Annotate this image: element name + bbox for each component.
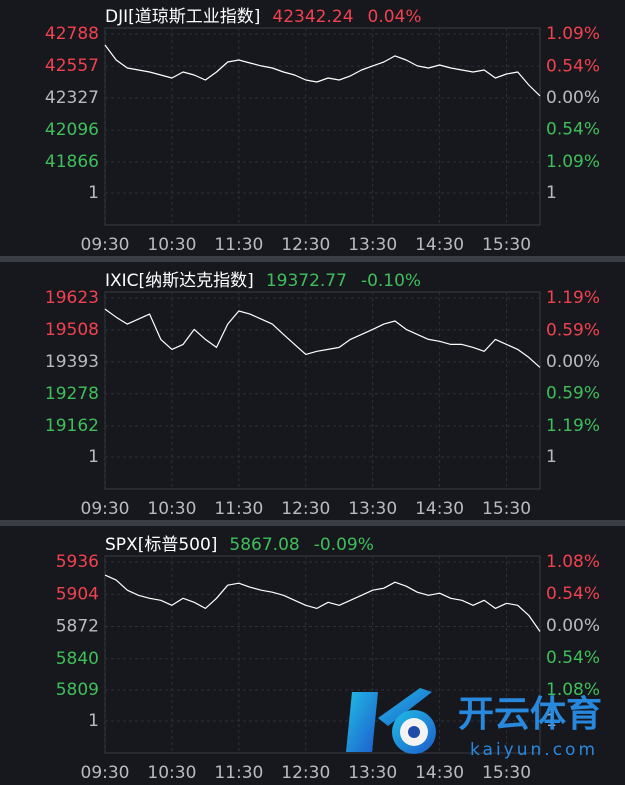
x-tick-label: 11:30 (214, 763, 263, 783)
header-text: 19372.77 (266, 271, 347, 291)
y2-tick-label: 1.08% (546, 680, 600, 700)
x-tick-label: 12:30 (281, 763, 330, 783)
header-text: 0.04% (368, 7, 422, 27)
header-text: 5867.08 (229, 535, 299, 555)
x-tick-label: 09:30 (81, 763, 130, 783)
header-text: -0.09% (314, 535, 374, 555)
y-tick-label: 19162 (45, 416, 99, 436)
panel-header: IXIC[纳斯达克指数] 19372.77 -0.10% (105, 271, 421, 291)
x-tick-label: 15:30 (482, 235, 531, 255)
volume-y2-tick-label: 1 (546, 183, 557, 203)
watermark-title: 开云体育 (458, 694, 602, 735)
y2-tick-label: 0.54% (546, 56, 600, 76)
logo-k (346, 692, 378, 752)
x-tick-label: 13:30 (348, 235, 397, 255)
x-tick-label: 15:30 (482, 763, 531, 783)
y2-tick-label: 0.54% (546, 120, 600, 140)
price-line (104, 574, 541, 632)
x-tick-label: 09:30 (81, 499, 130, 519)
y-tick-label: 42096 (45, 120, 99, 140)
y2-tick-label: 0.00% (546, 88, 600, 108)
x-tick-label: 09:30 (81, 235, 130, 255)
panel-header: DJI[道琼斯工业指数] 42342.24 0.04% (105, 7, 422, 27)
logo-k (378, 688, 432, 726)
header-text: -0.10% (361, 271, 421, 291)
separator (0, 520, 625, 526)
x-tick-label: 10:30 (147, 763, 196, 783)
y-tick-label: 19508 (45, 320, 99, 340)
y-tick-label: 5809 (56, 680, 99, 700)
y2-tick-label: 1.19% (546, 416, 600, 436)
y2-tick-label: 0.00% (546, 616, 600, 636)
header-text: 42342.24 (272, 7, 353, 27)
x-tick-label: 13:30 (348, 499, 397, 519)
volume-tick-label: 1 (88, 183, 99, 203)
y-tick-label: 19278 (45, 384, 99, 404)
x-tick-label: 14:30 (415, 499, 464, 519)
volume-tick-label: 1 (88, 447, 99, 467)
y-tick-label: 19623 (45, 288, 99, 308)
x-tick-label: 12:30 (281, 235, 330, 255)
y2-tick-label: 0.59% (546, 320, 600, 340)
x-tick-label: 10:30 (147, 499, 196, 519)
y2-tick-label: 0.00% (546, 352, 600, 372)
separator (0, 256, 625, 262)
y-tick-label: 42557 (45, 56, 99, 76)
y-tick-label: 5872 (56, 617, 99, 637)
y-tick-label: 5936 (56, 552, 99, 572)
plot-frame (104, 291, 541, 490)
logo-ball (408, 726, 420, 738)
header-text: DJI[道琼斯工业指数] (105, 7, 260, 27)
price-line (104, 308, 541, 368)
watermark: 开云体育 kaiyun.com (346, 688, 602, 760)
header-text: IXIC[纳斯达克指数] (105, 271, 254, 291)
x-tick-label: 14:30 (415, 763, 464, 783)
panel-header: SPX[标普500] 5867.08 -0.09% (105, 535, 374, 555)
y-tick-label: 5840 (56, 649, 99, 669)
volume-tick-label: 1 (88, 711, 99, 731)
x-tick-label: 13:30 (348, 763, 397, 783)
x-tick-label: 12:30 (281, 499, 330, 519)
volume-y2-tick-label: 1 (546, 711, 557, 731)
y-tick-label: 19393 (45, 352, 99, 372)
watermark-subtitle: kaiyun.com (470, 740, 598, 760)
y2-tick-label: 1.09% (546, 152, 600, 172)
y2-tick-label: 0.59% (546, 384, 600, 404)
y2-tick-label: 0.54% (546, 584, 600, 604)
x-tick-label: 11:30 (214, 235, 263, 255)
y2-tick-label: 1.08% (546, 552, 600, 572)
y-tick-label: 42788 (45, 24, 99, 44)
plot-frame (104, 27, 541, 226)
x-tick-label: 14:30 (415, 235, 464, 255)
header-text: SPX[标普500] (105, 535, 217, 555)
x-tick-label: 10:30 (147, 235, 196, 255)
y-tick-label: 42327 (45, 88, 99, 108)
y-tick-label: 41866 (45, 152, 99, 172)
y2-tick-label: 1.09% (546, 24, 600, 44)
price-line (104, 44, 541, 97)
x-tick-label: 15:30 (482, 499, 531, 519)
y2-tick-label: 1.19% (546, 288, 600, 308)
y2-tick-label: 0.54% (546, 648, 600, 668)
volume-y2-tick-label: 1 (546, 447, 557, 467)
x-tick-label: 11:30 (214, 499, 263, 519)
y-tick-label: 5904 (56, 584, 99, 604)
